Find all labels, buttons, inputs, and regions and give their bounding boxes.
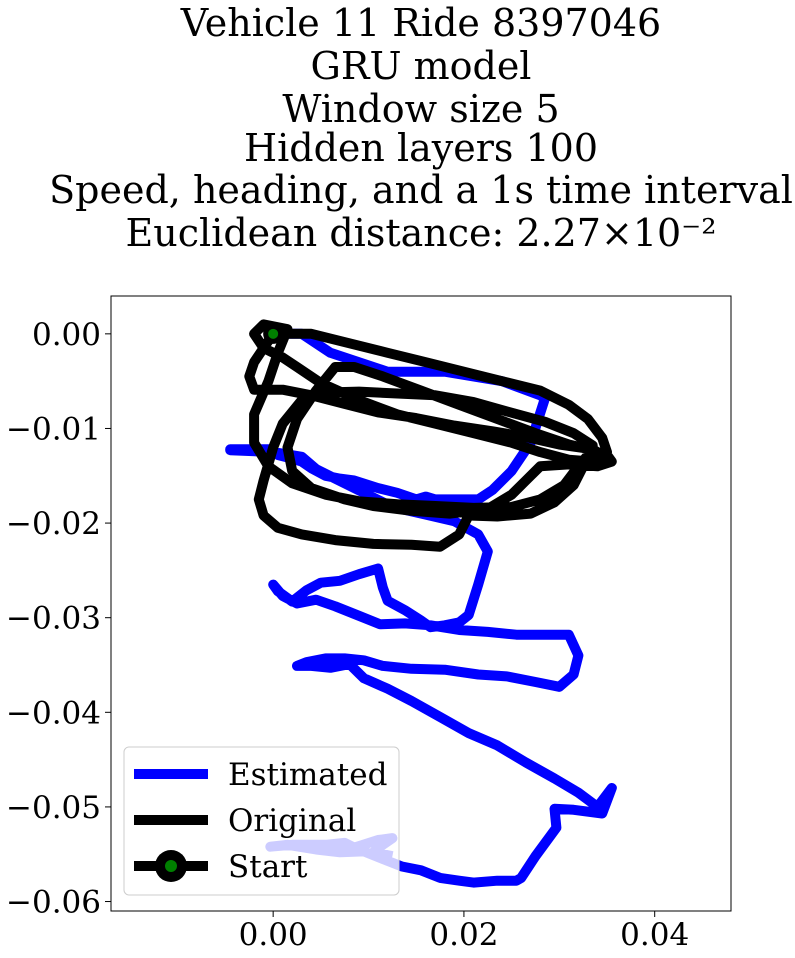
legend-box xyxy=(123,746,400,896)
y-tick-label: −0.02 xyxy=(6,506,101,542)
series-group xyxy=(225,319,617,888)
legend-start-marker-inner xyxy=(165,860,177,872)
title-line-1: Vehicle 11 Ride 8397046 xyxy=(180,1,661,45)
legend-label-original: Original xyxy=(228,803,356,839)
series-line-estimated xyxy=(225,328,617,888)
x-tick-label: 0.00 xyxy=(239,917,308,953)
y-tick-label: −0.05 xyxy=(6,790,101,826)
title-line-4: Hidden layers 100 xyxy=(244,126,598,170)
title-line-3: Window size 5 xyxy=(282,87,559,131)
y-tick-label: 0.00 xyxy=(32,317,101,353)
title-line-5: Speed, heading, and a 1s time interval xyxy=(49,168,793,212)
title-line-6: Euclidean distance: 2.27×10⁻² xyxy=(126,211,717,255)
legend-label-start: Start xyxy=(228,849,308,885)
title-line-2: GRU model xyxy=(311,44,532,88)
x-tick-label: 0.02 xyxy=(429,917,498,953)
start-marker-inner xyxy=(268,328,279,339)
y-tick-label: −0.04 xyxy=(6,695,101,731)
x-axis: 0.00 0.02 0.04 xyxy=(239,911,689,953)
legend-label-estimated: Estimated xyxy=(228,757,387,793)
y-tick-label: −0.01 xyxy=(6,411,101,447)
y-tick-label: −0.03 xyxy=(6,601,101,637)
series-line-original xyxy=(244,319,617,552)
y-axis: 0.00 −0.01 −0.02 −0.03 −0.04 −0.05 −0.06 xyxy=(6,317,111,921)
x-tick-label: 0.04 xyxy=(620,917,689,953)
y-tick-label: −0.06 xyxy=(6,885,101,921)
legend: Estimated Original Start xyxy=(123,746,400,896)
